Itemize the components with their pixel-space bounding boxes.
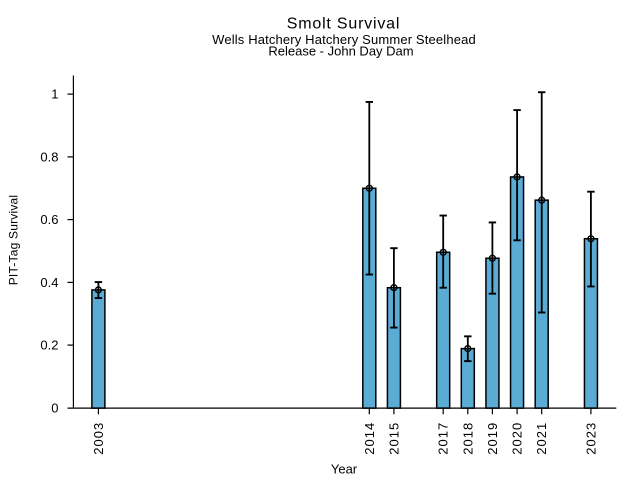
- svg-text:0.8: 0.8: [40, 149, 58, 164]
- svg-text:2023: 2023: [583, 422, 598, 455]
- svg-text:2003: 2003: [91, 422, 106, 455]
- svg-text:2017: 2017: [436, 422, 451, 455]
- svg-text:2015: 2015: [386, 422, 401, 455]
- svg-text:Smolt Survival: Smolt Survival: [287, 16, 400, 33]
- svg-text:1: 1: [51, 87, 58, 102]
- svg-text:0.2: 0.2: [40, 338, 58, 353]
- svg-text:Year: Year: [331, 462, 358, 477]
- svg-text:Wells Hatchery Hatchery Summer: Wells Hatchery Hatchery Summer Steelhead: [212, 32, 476, 47]
- svg-text:2014: 2014: [362, 422, 377, 455]
- svg-text:Release - John Day Dam: Release - John Day Dam: [268, 44, 413, 59]
- svg-text:0.6: 0.6: [40, 212, 58, 227]
- svg-text:PIT-Tag Survival: PIT-Tag Survival: [7, 195, 21, 286]
- svg-text:2021: 2021: [534, 422, 549, 455]
- svg-text:2020: 2020: [510, 422, 525, 455]
- svg-text:0.4: 0.4: [40, 275, 58, 290]
- svg-text:2018: 2018: [460, 422, 475, 455]
- svg-text:0: 0: [51, 400, 58, 415]
- svg-text:2019: 2019: [485, 422, 500, 455]
